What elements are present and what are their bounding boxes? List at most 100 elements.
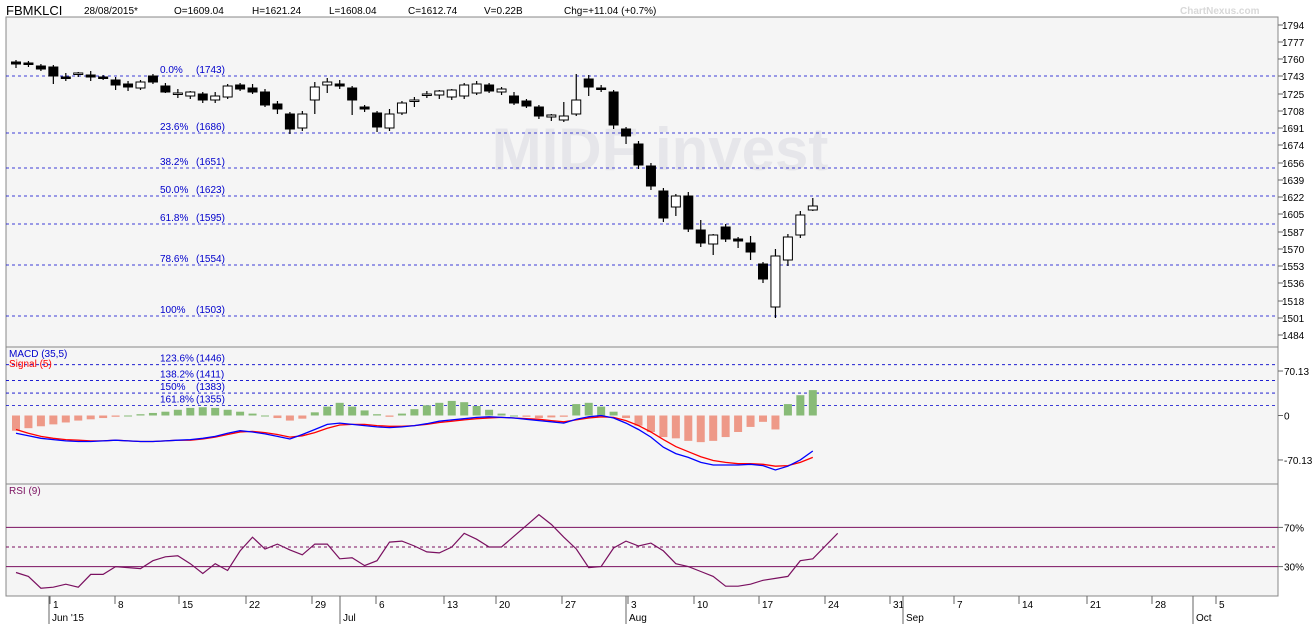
macd-histogram-bar bbox=[198, 407, 207, 416]
x-tick-label: 3 bbox=[631, 600, 637, 611]
rsi-series bbox=[6, 513, 1278, 589]
macd-histogram-bar bbox=[211, 407, 220, 416]
macd-label: MACD (35,5) bbox=[9, 349, 67, 360]
macd-series bbox=[12, 390, 817, 471]
month-label: Aug bbox=[629, 613, 647, 624]
fib-level-value: (1686) bbox=[196, 122, 225, 133]
macd-histogram-bar bbox=[646, 415, 655, 432]
macd-histogram-bar bbox=[422, 405, 431, 416]
macd-histogram-bar bbox=[136, 414, 145, 416]
price-panel bbox=[5, 16, 1279, 348]
candle-down bbox=[720, 226, 731, 240]
candle-down bbox=[272, 103, 283, 110]
rsi-panel bbox=[5, 483, 1279, 597]
macd-histogram-bar bbox=[12, 415, 20, 431]
rsi-line bbox=[15, 513, 839, 589]
candle-down bbox=[509, 95, 519, 104]
macd-histogram-bar bbox=[86, 415, 95, 420]
macd-histogram-bar bbox=[584, 402, 593, 416]
x-tick-label: 21 bbox=[1090, 600, 1102, 611]
candle-down bbox=[695, 229, 706, 244]
x-tick-label: 7 bbox=[957, 600, 963, 611]
candle-up bbox=[782, 236, 793, 261]
macd-histogram-bar bbox=[61, 415, 70, 423]
candle-down bbox=[596, 87, 607, 90]
fib-level-value: (1595) bbox=[196, 213, 225, 224]
fib-level-value: (1503) bbox=[196, 305, 225, 316]
candle-up bbox=[546, 114, 557, 118]
candle-up bbox=[807, 205, 818, 211]
fib-level-percent: 0.0% bbox=[160, 65, 183, 76]
macd-axis: 70.13 0 -70.13 bbox=[1278, 367, 1313, 467]
macd-histogram-bar bbox=[783, 404, 792, 416]
candle-up bbox=[670, 195, 681, 208]
high-label: H=1621.24 bbox=[252, 6, 302, 17]
candle-up bbox=[409, 99, 420, 102]
price-tick-label: 1725 bbox=[1282, 90, 1305, 101]
macd-tick-label: 0 bbox=[1284, 412, 1290, 423]
macd-histogram-bar bbox=[746, 415, 755, 427]
x-tick-label: 28 bbox=[1155, 600, 1167, 611]
macd-histogram-bar bbox=[734, 415, 743, 432]
month-label: Sep bbox=[906, 613, 924, 624]
macd-histogram-bar bbox=[397, 413, 406, 416]
x-axis: 1 8 15 22 29 6 13 20 27 3 10 17 24 31 7 14 21 28 5 Jun '15 J… bbox=[48, 596, 1225, 624]
price-tick-label: 1553 bbox=[1282, 262, 1305, 273]
macd-line bbox=[15, 414, 814, 471]
candle-down bbox=[608, 91, 619, 126]
fib-level-percent: 78.6% bbox=[160, 254, 188, 265]
fib-level-percent: 23.6% bbox=[160, 122, 188, 133]
candle-down bbox=[35, 65, 46, 70]
candle-down bbox=[372, 112, 383, 128]
candle-up bbox=[446, 89, 457, 98]
rsi-tick-label: 70% bbox=[1284, 523, 1304, 534]
candle-down bbox=[110, 79, 121, 86]
macd-histogram-bar bbox=[435, 402, 444, 416]
macd-histogram-bar bbox=[360, 410, 369, 416]
candle-down bbox=[521, 100, 532, 107]
candle-down bbox=[533, 106, 544, 117]
candle-up bbox=[210, 95, 221, 101]
candle-down bbox=[11, 61, 21, 65]
macd-histogram-bar bbox=[186, 407, 195, 416]
macd-histogram-bar bbox=[497, 413, 506, 416]
candles bbox=[11, 60, 818, 318]
candle-down bbox=[123, 83, 134, 88]
x-tick-label: 1 bbox=[53, 600, 59, 611]
rsi-label: RSI (9) bbox=[9, 486, 41, 497]
fib-level-percent: 38.2% bbox=[160, 157, 188, 168]
candle-up bbox=[396, 102, 407, 114]
watermark: MIDF invest bbox=[492, 116, 829, 183]
candle-up bbox=[222, 85, 233, 98]
month-label: Jun '15 bbox=[52, 613, 84, 624]
candle-down bbox=[235, 84, 246, 90]
macd-histogram-bar bbox=[410, 409, 419, 416]
month-label: Oct bbox=[1196, 613, 1212, 624]
candle-down bbox=[621, 128, 632, 137]
macd-histogram-bar bbox=[36, 415, 45, 427]
candle-up bbox=[459, 84, 470, 97]
macd-histogram-bar bbox=[485, 409, 494, 416]
x-tick-label: 22 bbox=[249, 600, 261, 611]
candle-down bbox=[260, 91, 270, 106]
x-tick-label: 10 bbox=[697, 600, 709, 611]
x-tick-label: 29 bbox=[315, 600, 327, 611]
source-label[interactable]: ChartNexus.com bbox=[1180, 6, 1260, 17]
macd-histogram-bar bbox=[24, 415, 33, 429]
fib-level-value: (1651) bbox=[196, 157, 225, 168]
macd-histogram-bar bbox=[671, 415, 680, 439]
rsi-tick-label: 30% bbox=[1284, 563, 1304, 574]
fib-level-value: (1355) bbox=[196, 395, 225, 406]
macd-histogram-bar bbox=[385, 415, 394, 417]
fib-level-value: (1446) bbox=[196, 354, 225, 365]
candle-down bbox=[645, 165, 656, 187]
x-tick-label: 15 bbox=[182, 600, 194, 611]
macd-histogram-bar bbox=[49, 415, 58, 425]
price-tick-label: 1622 bbox=[1282, 193, 1305, 204]
fib-level-percent: 61.8% bbox=[160, 213, 188, 224]
macd-histogram-bar bbox=[472, 405, 481, 416]
macd-histogram-bar bbox=[223, 409, 232, 416]
macd-histogram-bar bbox=[759, 415, 767, 422]
x-tick-label: 20 bbox=[499, 600, 511, 611]
candle-up bbox=[558, 115, 569, 121]
